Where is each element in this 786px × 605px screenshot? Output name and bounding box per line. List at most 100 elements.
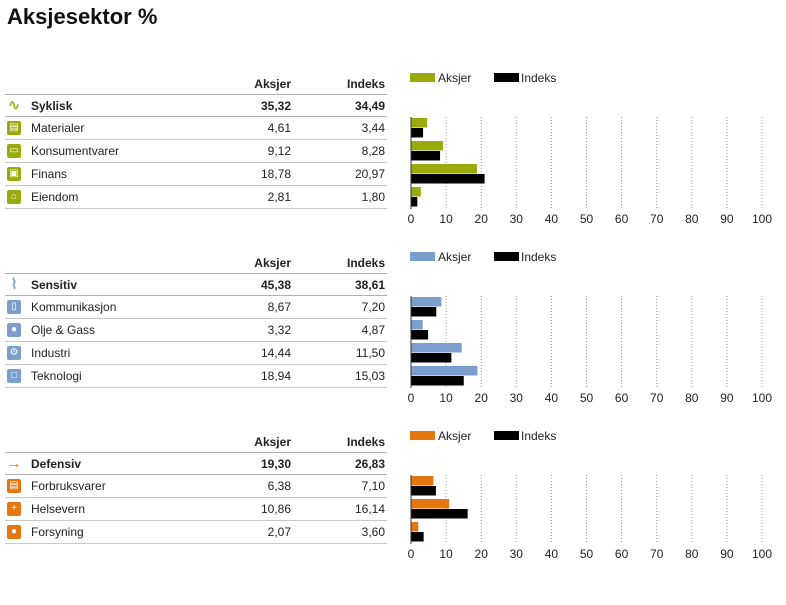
table-header: Aksjer Indeks (5, 77, 387, 93)
index-value: 20,97 (354, 167, 385, 181)
x-tick-label: 20 (475, 391, 489, 405)
table-row: ▣ Finans 18,78 20,97 (5, 163, 387, 186)
cart-icon: ▤ (7, 479, 21, 493)
sector-label: Materialer (31, 121, 85, 135)
page-title: Aksjesektor % (7, 4, 158, 29)
sector-label: Eiendom (31, 190, 79, 204)
sector-total-row: → Defensiv 19,30 26,83 (5, 452, 387, 475)
x-tick-label: 0 (408, 547, 415, 561)
x-tick-label: 0 (408, 391, 415, 405)
table-header: Aksjer Indeks (5, 435, 387, 451)
column-header-fund: Aksjer (254, 435, 291, 449)
bar-fund (411, 320, 423, 330)
bar-index (411, 532, 424, 542)
sector-section-syklisk: Aksjer Indeks ∿ Syklisk 35,32 34,49 ▤ Materiale… (0, 71, 786, 247)
x-tick-label: 100 (752, 391, 772, 405)
table-header: Aksjer Indeks (5, 256, 387, 272)
index-value: 3,60 (361, 525, 385, 539)
bar-fund (411, 343, 462, 353)
sector-label: Industri (31, 346, 71, 360)
house-icon: ⌂ (7, 190, 21, 204)
x-tick-label: 90 (720, 547, 734, 561)
sector-label: Teknologi (31, 369, 82, 383)
column-header-index: Indeks (346, 256, 385, 270)
sector-label: Helsevern (31, 502, 86, 516)
sector-section-defensiv: Aksjer Indeks → Defensiv 19,30 26,83 ▤ Forbruks… (0, 429, 786, 605)
fund-value: 3,32 (267, 323, 291, 337)
sector-label: Kommunikasjon (31, 300, 117, 314)
table-row: ▤ Forbruksvarer 6,38 7,10 (5, 475, 387, 498)
x-tick-label: 60 (615, 547, 629, 561)
fund-value: 2,81 (267, 190, 291, 204)
bar-index (411, 353, 452, 363)
index-value: 3,44 (361, 121, 385, 135)
sector-bar-chart: 0 10 20 30 40 50 60 70 80 90 100 (408, 475, 772, 561)
column-header-index: Indeks (346, 77, 385, 91)
x-tick-label: 90 (720, 391, 734, 405)
legend-swatch-fund (410, 73, 435, 82)
index-value: 8,28 (361, 144, 385, 158)
table-row: ⌂ Eiendom 2,81 1,80 (5, 186, 387, 209)
index-value: 16,14 (354, 502, 385, 516)
x-tick-label: 80 (685, 547, 699, 561)
index-value: 34,49 (354, 99, 385, 113)
cross-icon: + (7, 502, 21, 516)
table-row: ● Forsyning 2,07 3,60 (5, 521, 387, 544)
x-tick-label: 20 (475, 212, 489, 226)
legend-label-index: Indeks (521, 429, 557, 443)
fund-value: 14,44 (260, 346, 291, 360)
x-tick-label: 70 (650, 212, 664, 226)
bar-index (411, 509, 468, 519)
fund-value: 18,78 (260, 167, 291, 181)
legend-swatch-index (494, 431, 519, 440)
drop-icon: ● (7, 323, 21, 337)
table-row: ● Olje & Gass 3,32 4,87 (5, 319, 387, 342)
car-icon: ▭ (7, 144, 21, 158)
sector-label: Finans (31, 167, 68, 181)
table-row: ⚙ Industri 14,44 11,50 (5, 342, 387, 365)
x-tick-label: 80 (685, 212, 699, 226)
sector-label: Olje & Gass (31, 323, 96, 337)
fund-value: 10,86 (260, 502, 291, 516)
index-value: 7,20 (361, 300, 385, 314)
fund-value: 19,30 (260, 457, 291, 471)
sector-bar-chart: 0 10 20 30 40 50 60 70 80 90 100 (408, 117, 772, 226)
bar-index (411, 174, 485, 184)
bar-index (411, 128, 424, 138)
fund-value: 45,38 (260, 278, 291, 292)
legend-swatch-index (494, 73, 519, 82)
money-icon: ▣ (7, 167, 21, 181)
defensive-arrow-icon: → (6, 455, 22, 472)
bar-fund (411, 476, 434, 486)
computer-icon: □ (7, 369, 21, 383)
sector-section-sensitiv: Aksjer Indeks ⌇ Sensitiv 45,38 38,61 ▯ Kommunik… (0, 250, 786, 426)
bar-index (411, 486, 436, 496)
phone-icon: ▯ (7, 300, 21, 314)
sector-name: Sensitiv (31, 278, 78, 292)
bar-index (411, 330, 429, 340)
sector-label: Konsumentvarer (31, 144, 120, 158)
x-tick-label: 0 (408, 212, 415, 226)
table-row: + Helsevern 10,86 16,14 (5, 498, 387, 521)
x-tick-label: 100 (752, 547, 772, 561)
x-tick-label: 30 (510, 212, 524, 226)
legend-swatch-fund (410, 252, 435, 261)
materials-icon: ▤ (7, 121, 21, 135)
fund-value: 2,07 (267, 525, 291, 539)
sector-bar-chart: 0 10 20 30 40 50 60 70 80 90 100 (408, 296, 772, 405)
x-tick-label: 60 (615, 391, 629, 405)
fund-value: 8,67 (267, 300, 291, 314)
index-value: 26,83 (354, 457, 385, 471)
x-tick-label: 10 (439, 212, 453, 226)
fund-value: 18,94 (260, 369, 291, 383)
table-row: ▭ Konsumentvarer 9,12 8,28 (5, 140, 387, 163)
legend-label-index: Indeks (521, 71, 557, 85)
bar-fund (411, 499, 450, 509)
x-tick-label: 70 (650, 547, 664, 561)
x-tick-label: 40 (545, 391, 559, 405)
bulb-icon: ● (7, 525, 21, 539)
x-tick-label: 100 (752, 212, 772, 226)
bar-fund (411, 366, 478, 376)
x-tick-label: 60 (615, 212, 629, 226)
index-value: 38,61 (354, 278, 385, 292)
